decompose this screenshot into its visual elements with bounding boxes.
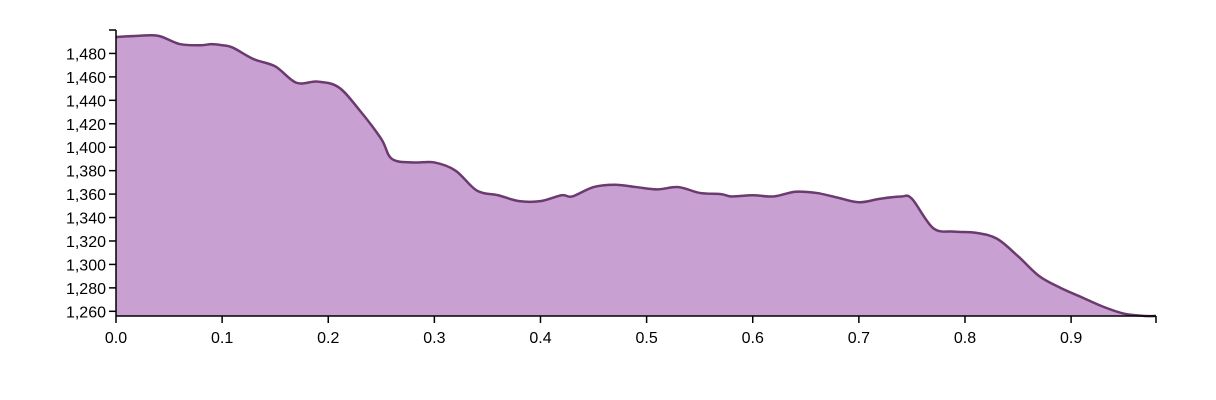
x-tick-label: 0.3 bbox=[423, 330, 445, 347]
y-tick-label: 1,360 bbox=[66, 187, 106, 204]
x-tick-label: 0.9 bbox=[1060, 330, 1082, 347]
y-tick-label: 1,460 bbox=[66, 70, 106, 87]
area-fill bbox=[116, 35, 1156, 317]
x-tick-label: 0.8 bbox=[954, 330, 976, 347]
x-tick-label: 0.0 bbox=[105, 330, 127, 347]
y-tick-label: 1,280 bbox=[66, 281, 106, 298]
y-tick-label: 1,340 bbox=[66, 211, 106, 228]
area-line bbox=[115, 33, 1157, 318]
x-tick-label: 0.6 bbox=[742, 330, 764, 347]
x-tick-label: 0.2 bbox=[317, 330, 339, 347]
y-tick-label: 1,400 bbox=[66, 140, 106, 157]
x-tick-label: 0.5 bbox=[635, 330, 657, 347]
x-tick-label: 0.7 bbox=[848, 330, 870, 347]
y-tick-label: 1,260 bbox=[66, 304, 106, 321]
x-tick-label: 0.4 bbox=[529, 330, 551, 347]
y-tick-label: 1,300 bbox=[66, 257, 106, 274]
y-tick-label: 1,480 bbox=[66, 46, 106, 63]
y-tick-label: 1,420 bbox=[66, 117, 106, 134]
y-tick-label: 1,440 bbox=[66, 93, 106, 110]
y-tick-label: 1,320 bbox=[66, 234, 106, 251]
x-axis: 0.0 0.1 0.2 0.3 0.4 0.5 0.6 0.7 0.8 0.9 bbox=[105, 316, 1157, 347]
x-tick-label: 0.1 bbox=[211, 330, 233, 347]
y-tick-label: 1,380 bbox=[66, 164, 106, 181]
y-axis: 1,260 1,280 1,300 1,320 1,340 1,360 1,380 1,400… bbox=[66, 29, 116, 321]
